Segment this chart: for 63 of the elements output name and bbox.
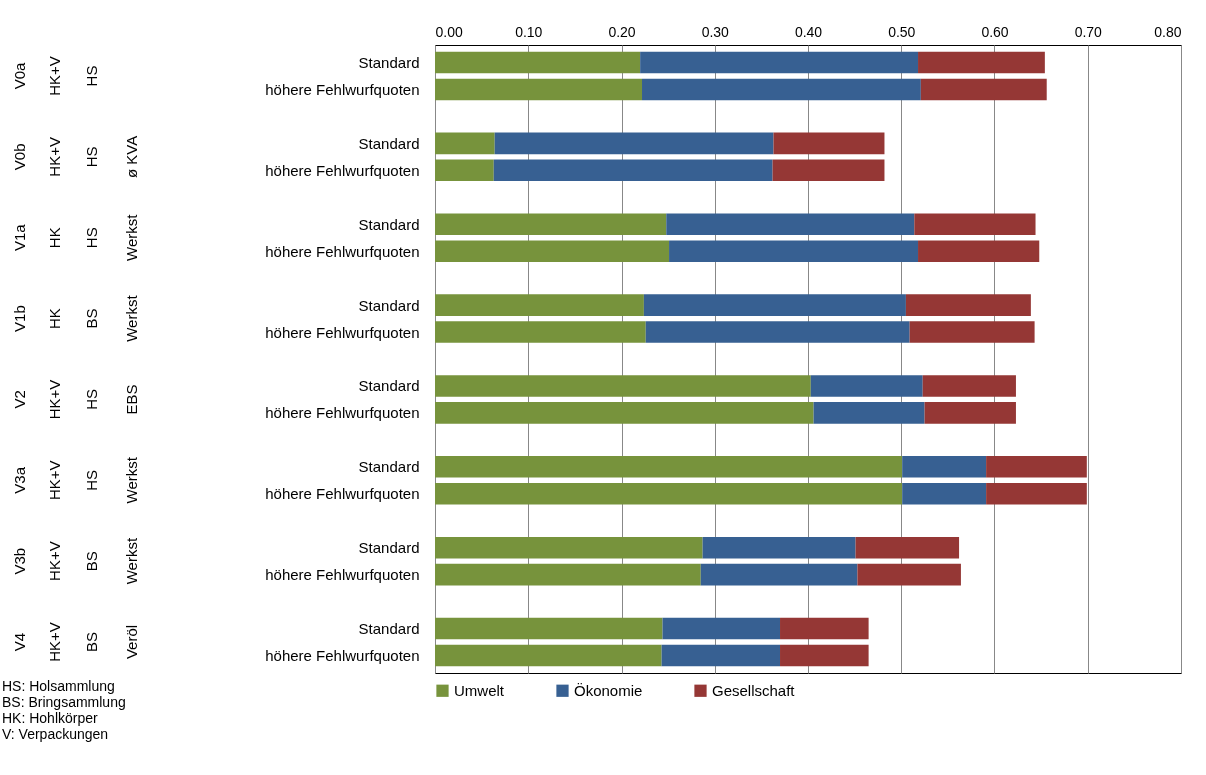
legend-label: Gesellschaft (712, 681, 796, 699)
text: V3b (11, 547, 28, 575)
text: EBS (123, 384, 140, 415)
x-tick-label: 0.40 (794, 23, 823, 40)
y-tick-label: Standard (358, 296, 420, 314)
x-tick-label: 0.50 (888, 23, 916, 40)
y-tick-label: höhere Fehlwurfquoten (265, 323, 420, 341)
x-tick-label: 0.20 (608, 23, 636, 40)
text: HS (83, 227, 100, 249)
y-tick-label: Standard (358, 620, 420, 638)
text: HK+V (46, 541, 63, 581)
x-tick-label: 0.60 (981, 23, 1009, 40)
text: BS: Bringsammlung (2, 694, 126, 710)
text: V4 (11, 632, 28, 652)
x-tick-label: 0.10 (515, 23, 543, 40)
x-tick-label: 0.80 (1154, 23, 1182, 40)
y-tick-label: höhere Fehlwurfquoten (265, 404, 420, 422)
text: Werkst (123, 537, 140, 585)
text: ø KVA (123, 135, 140, 178)
y-tick-label: Standard (358, 539, 420, 557)
text: V0b (11, 143, 28, 171)
text: BS (83, 551, 100, 572)
text: HK (46, 308, 63, 329)
text: V2 (11, 390, 28, 409)
x-tick-label: 0.70 (1074, 23, 1103, 40)
legend-label: Umwelt (454, 681, 505, 699)
text: HK+V (46, 137, 63, 177)
x-tick-label: 0.30 (701, 23, 730, 40)
text: Werkst (123, 213, 140, 261)
y-tick-label: Standard (358, 54, 420, 72)
text: HS (83, 469, 100, 491)
text: HS: Holsammlung (2, 678, 115, 694)
text: Werkst (123, 294, 140, 342)
y-tick-label: höhere Fehlwurfquoten (265, 646, 420, 664)
y-tick-label: Standard (358, 377, 420, 395)
text: V0a (11, 62, 28, 90)
text: Veröl (123, 624, 140, 660)
y-tick-label: höhere Fehlwurfquoten (265, 485, 420, 503)
y-tick-label: Standard (358, 215, 420, 233)
text: HK+V (46, 56, 63, 96)
y-tick-label: höhere Fehlwurfquoten (265, 242, 420, 260)
legend-label: Ökonomie (574, 681, 643, 699)
text: HS (83, 65, 100, 87)
y-tick-label: höhere Fehlwurfquoten (265, 566, 420, 584)
text: HK+V (46, 622, 63, 662)
text: Werkst (123, 456, 140, 504)
text: HS (83, 389, 100, 410)
text: BS (83, 308, 100, 329)
text: BS (83, 632, 100, 653)
text: V1b (11, 305, 28, 332)
text: V1a (11, 223, 28, 252)
text: HK (46, 227, 63, 249)
y-tick-label: Standard (358, 458, 420, 476)
text: HK+V (46, 460, 63, 501)
text: HK+V (46, 379, 63, 420)
text: V: Verpackungen (2, 726, 109, 742)
text: HS (83, 146, 100, 168)
text: HK: Hohlkörper (2, 710, 99, 726)
y-tick-label: höhere Fehlwurfquoten (265, 161, 420, 179)
text: V3a (11, 466, 28, 494)
y-tick-label: Standard (358, 134, 420, 152)
x-tick-label: 0.00 (435, 23, 463, 40)
y-tick-label: höhere Fehlwurfquoten (265, 80, 420, 98)
